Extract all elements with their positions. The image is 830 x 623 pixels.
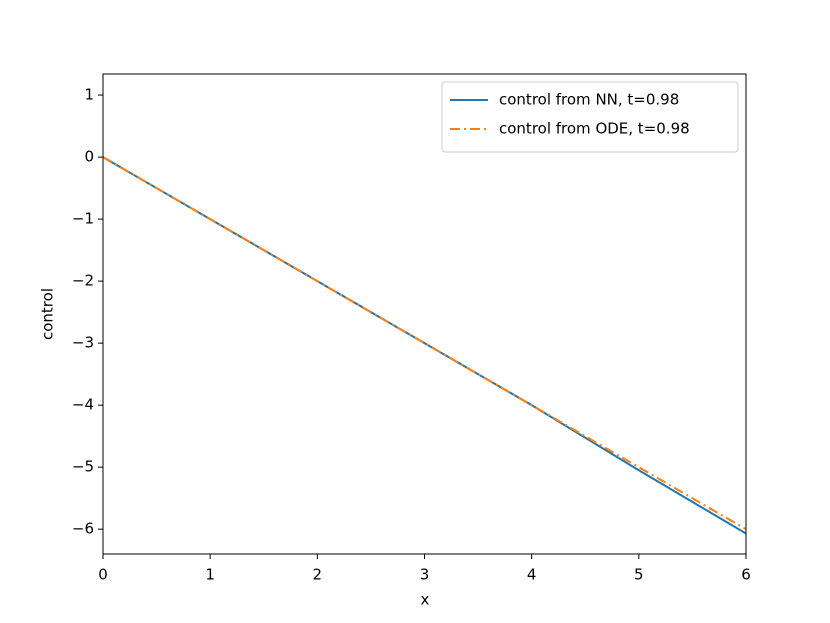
y-tick-label: −2: [72, 272, 94, 290]
plot-frame: [102, 73, 747, 555]
y-tick-label: −5: [72, 458, 94, 476]
x-tick-label: 6: [741, 566, 751, 584]
legend-box: [441, 81, 739, 153]
legend-label: control from NN, t=0.98: [499, 91, 679, 109]
x-tick-label: 0: [98, 566, 108, 584]
x-tick-label: 4: [527, 566, 537, 584]
series-line: [102, 156, 747, 531]
x-axis-label: x: [421, 591, 430, 609]
y-tick-label: −6: [72, 520, 94, 538]
y-tick-label: −4: [72, 396, 94, 414]
y-tick-label: −3: [72, 334, 94, 352]
x-tick-label: 3: [420, 566, 430, 584]
x-tick-label: 2: [313, 566, 323, 584]
y-axis-label: control: [39, 288, 57, 340]
legend-label: control from ODE, t=0.98: [499, 120, 690, 138]
y-tick-label: 1: [84, 86, 94, 104]
x-tick-label: 5: [634, 566, 644, 584]
y-tick-label: −1: [72, 210, 94, 228]
y-tick-label: 0: [84, 148, 94, 166]
x-tick-label: 1: [205, 566, 215, 584]
